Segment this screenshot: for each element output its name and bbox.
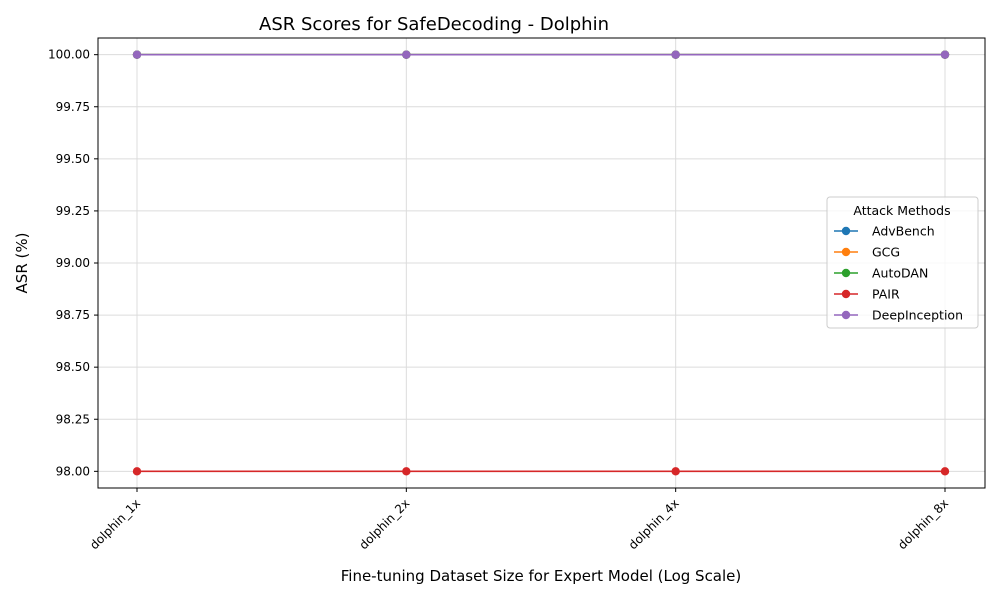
data-point xyxy=(132,467,142,476)
y-tick-label: 99.25 xyxy=(56,204,90,218)
legend-item: DeepInception xyxy=(834,308,963,323)
y-tick-label: 99.50 xyxy=(56,152,90,166)
y-tick-label: 98.25 xyxy=(56,412,90,426)
legend-label: DeepInception xyxy=(872,308,963,323)
y-axis: 98.00 98.25 98.50 98.75 99.00 99.25 99.50 99.75… xyxy=(48,48,98,478)
legend-swatch-marker xyxy=(841,247,851,257)
legend-item: AutoDAN xyxy=(834,266,928,281)
x-tick-label: dolphin_4x xyxy=(626,496,682,552)
legend-label: AdvBench xyxy=(872,224,935,239)
legend-label: AutoDAN xyxy=(872,266,928,281)
x-tick-label: dolphin_1x xyxy=(87,496,143,552)
y-tick-label: 100.00 xyxy=(48,48,90,62)
legend-swatch-marker xyxy=(841,289,851,299)
series-pair xyxy=(132,467,950,476)
legend-swatch-marker xyxy=(841,310,851,320)
legend-label: GCG xyxy=(872,245,900,260)
legend-label: PAIR xyxy=(872,287,900,302)
x-axis: dolphin_1x dolphin_2x dolphin_4x dolphin_8x xyxy=(87,488,951,552)
y-axis-label: ASR (%) xyxy=(13,233,31,294)
legend: Attack Methods AdvBench GCG AutoDAN PAIR Dee… xyxy=(826,196,979,329)
series-group xyxy=(132,50,950,476)
y-tick-label: 98.50 xyxy=(56,360,90,374)
legend-swatch-marker xyxy=(841,226,851,236)
legend-item: AdvBench xyxy=(834,224,935,239)
data-point xyxy=(671,467,680,476)
data-point xyxy=(402,50,411,59)
series-deepinception xyxy=(132,50,950,59)
x-tick-label: dolphin_8x xyxy=(895,496,951,552)
legend-item: GCG xyxy=(834,245,900,260)
data-point xyxy=(132,50,142,59)
legend-title: Attack Methods xyxy=(853,203,950,218)
legend-items: AdvBench GCG AutoDAN PAIR DeepInception xyxy=(834,224,963,323)
data-point xyxy=(671,50,680,59)
data-point xyxy=(940,467,950,476)
x-tick-label: dolphin_2x xyxy=(356,496,412,552)
y-tick-label: 99.75 xyxy=(56,100,90,114)
data-point xyxy=(402,467,411,476)
y-tick-label: 98.75 xyxy=(56,308,90,322)
x-axis-label: Fine-tuning Dataset Size for Expert Mode… xyxy=(341,567,742,585)
y-tick-label: 99.00 xyxy=(56,256,90,270)
data-point xyxy=(940,50,950,59)
chart-title: ASR Scores for SafeDecoding - Dolphin xyxy=(259,14,609,35)
legend-box xyxy=(826,196,979,329)
y-tick-label: 98.00 xyxy=(56,464,90,478)
legend-item: PAIR xyxy=(834,287,900,302)
legend-swatch-marker xyxy=(841,268,851,278)
